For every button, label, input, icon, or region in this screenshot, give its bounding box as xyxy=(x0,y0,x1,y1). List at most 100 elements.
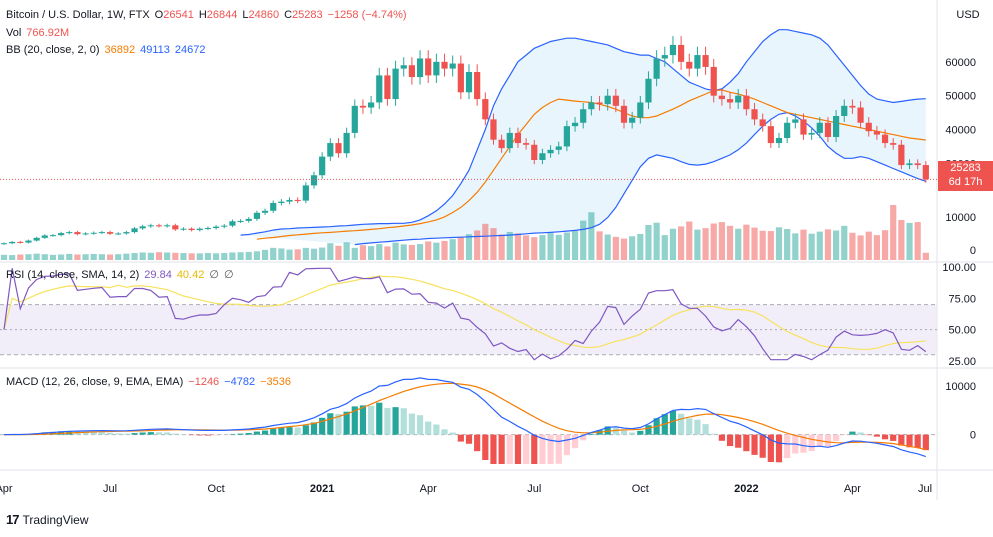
candle-body[interactable] xyxy=(253,212,260,219)
candle-body[interactable] xyxy=(82,233,89,235)
candle-body[interactable] xyxy=(204,228,212,230)
candle-body[interactable] xyxy=(922,165,929,180)
candle-body[interactable] xyxy=(718,95,725,100)
candle-body[interactable] xyxy=(514,132,522,144)
candle-body[interactable] xyxy=(751,109,758,120)
candle-body[interactable] xyxy=(319,156,326,176)
candle-body[interactable] xyxy=(726,99,734,103)
candle-body[interactable] xyxy=(653,58,660,79)
candle-body[interactable] xyxy=(571,122,579,127)
candle-body[interactable] xyxy=(914,163,921,166)
candle-body[interactable] xyxy=(759,119,766,127)
candle-body[interactable] xyxy=(335,143,342,154)
candle-body[interactable] xyxy=(686,61,693,69)
candle-body[interactable] xyxy=(580,109,587,123)
candle-body[interactable] xyxy=(449,63,456,69)
candle-body[interactable] xyxy=(498,139,505,149)
candle-body[interactable] xyxy=(441,61,448,69)
candle-body[interactable] xyxy=(735,95,742,103)
candle-body[interactable] xyxy=(661,55,668,59)
candle-body[interactable] xyxy=(669,44,677,56)
candle-body[interactable] xyxy=(833,116,840,137)
candle-body[interactable] xyxy=(376,75,383,103)
candle-body[interactable] xyxy=(898,144,905,166)
candle-body[interactable] xyxy=(531,144,538,160)
candle-body[interactable] xyxy=(123,232,130,234)
candle-body[interactable] xyxy=(33,237,40,241)
candle-body[interactable] xyxy=(302,185,309,201)
candle-body[interactable] xyxy=(849,105,856,108)
candle-body[interactable] xyxy=(66,232,73,234)
candle-body[interactable] xyxy=(0,243,8,245)
candle-body[interactable] xyxy=(131,228,138,233)
candle-body[interactable] xyxy=(629,117,636,123)
candle-body[interactable] xyxy=(857,107,864,123)
candle-body[interactable] xyxy=(343,132,350,154)
candle-body[interactable] xyxy=(115,233,122,235)
candle-body[interactable] xyxy=(9,241,16,244)
candle-body[interactable] xyxy=(890,143,897,145)
candle-body[interactable] xyxy=(784,122,791,138)
candle-body[interactable] xyxy=(808,132,815,135)
candle-body[interactable] xyxy=(392,68,399,100)
candle-body[interactable] xyxy=(351,105,358,133)
candle-body[interactable] xyxy=(188,228,195,231)
candle-body[interactable] xyxy=(294,199,301,201)
candle-body[interactable] xyxy=(172,225,179,230)
candle-body[interactable] xyxy=(612,95,619,106)
candle-body[interactable] xyxy=(213,226,220,229)
candle-body[interactable] xyxy=(694,55,701,69)
candle-body[interactable] xyxy=(17,241,24,243)
candle-body[interactable] xyxy=(180,228,187,230)
candle-body[interactable] xyxy=(620,105,628,123)
candle-body[interactable] xyxy=(816,122,823,133)
candle-body[interactable] xyxy=(139,226,146,229)
price-candles[interactable] xyxy=(0,36,937,245)
candle-body[interactable] xyxy=(645,78,652,103)
candle-body[interactable] xyxy=(327,143,334,157)
candle-body[interactable] xyxy=(547,149,554,154)
candle-body[interactable] xyxy=(710,66,717,96)
candle-body[interactable] xyxy=(881,134,889,144)
candle-body[interactable] xyxy=(416,58,424,78)
candle-body[interactable] xyxy=(702,55,709,67)
candle-body[interactable] xyxy=(164,225,171,227)
candle-body[interactable] xyxy=(465,72,473,93)
candle-body[interactable] xyxy=(775,138,783,144)
candle-body[interactable] xyxy=(106,232,114,234)
candle-body[interactable] xyxy=(25,240,32,243)
candle-body[interactable] xyxy=(743,95,750,110)
candle-body[interactable] xyxy=(539,153,546,160)
candle-body[interactable] xyxy=(400,65,407,69)
candle-body[interactable] xyxy=(588,102,595,110)
candle-body[interactable] xyxy=(563,126,570,147)
candle-body[interactable] xyxy=(678,44,685,62)
candle-body[interactable] xyxy=(506,132,513,149)
candle-body[interactable] xyxy=(433,61,440,76)
candle-body[interactable] xyxy=(74,232,81,235)
candle-body[interactable] xyxy=(270,202,277,211)
candle-body[interactable] xyxy=(58,233,65,236)
candle-body[interactable] xyxy=(425,58,432,76)
candle-body[interactable] xyxy=(237,220,244,222)
candle-body[interactable] xyxy=(278,201,285,203)
candle-body[interactable] xyxy=(767,126,774,144)
candle-body[interactable] xyxy=(490,119,497,140)
candle-body[interactable] xyxy=(384,75,391,100)
candle-body[interactable] xyxy=(359,105,367,108)
candle-body[interactable] xyxy=(482,99,489,120)
candle-body[interactable] xyxy=(604,95,611,105)
candle-body[interactable] xyxy=(49,235,57,237)
candle-body[interactable] xyxy=(245,218,252,221)
candle-body[interactable] xyxy=(310,175,318,186)
rsi-pane[interactable] xyxy=(0,267,937,361)
candle-body[interactable] xyxy=(555,146,562,150)
candle-body[interactable] xyxy=(98,232,105,234)
candle-body[interactable] xyxy=(841,105,848,116)
candle-body[interactable] xyxy=(792,119,799,123)
candle-body[interactable] xyxy=(474,72,481,100)
candle-body[interactable] xyxy=(261,210,269,213)
tradingview-footer[interactable]: 17 TradingView xyxy=(6,512,89,527)
candle-body[interactable] xyxy=(596,102,603,105)
candle-body[interactable] xyxy=(41,235,48,238)
